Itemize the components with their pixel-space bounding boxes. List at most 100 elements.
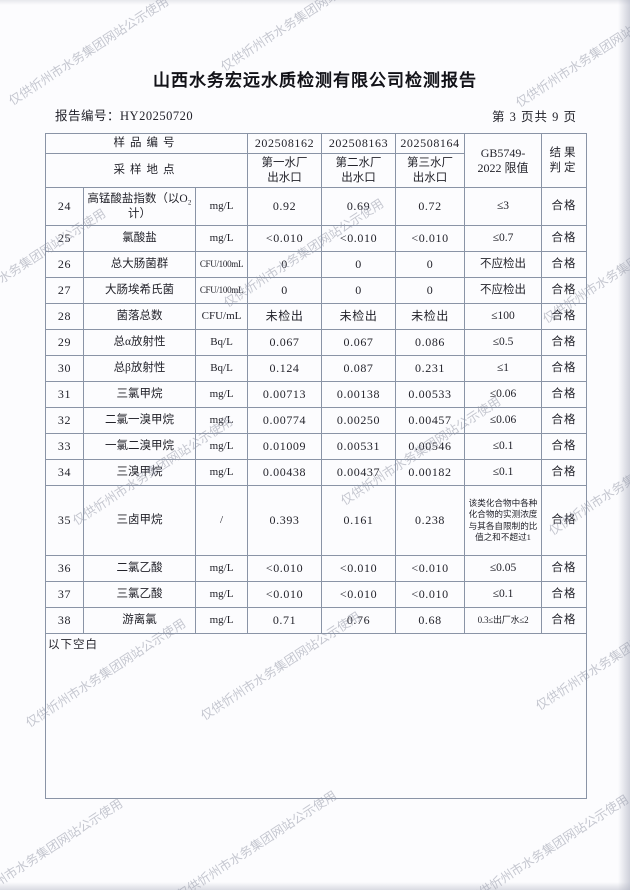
table-row: 34 三溴甲烷 mg/L 0.00438 0.00437 0.00182 ≤0.1 合格 (45, 459, 588, 486)
row-number: 26 (45, 251, 84, 278)
sample-value: 0.71 (247, 607, 323, 634)
sample-value: 0.00713 (247, 381, 323, 408)
row-number: 32 (45, 407, 84, 434)
row-number: 37 (45, 581, 84, 608)
result-value: 合格 (541, 355, 588, 382)
param-name: 氯酸盐 (83, 225, 196, 252)
blank-row: 以下空白 (44, 633, 588, 799)
table-row: 27 大肠埃希氏菌 CFU/100mL 0 0 0 不应检出 合格 (45, 277, 588, 304)
sample-value: 0.92 (247, 187, 323, 226)
param-name: 三氯甲烷 (83, 381, 196, 408)
row-number: 36 (45, 555, 84, 582)
sample-value: 0.086 (395, 329, 466, 356)
sample-value: 0.00533 (395, 381, 466, 408)
result-value: 合格 (541, 459, 588, 486)
sample-value: 0.00438 (247, 459, 323, 486)
param-unit: mg/L (194, 225, 249, 252)
sample-value: <0.010 (247, 555, 323, 582)
sample-value: 未检出 (247, 303, 323, 330)
limit-value: 不应检出 (464, 277, 543, 304)
sample-id: 202508162 (247, 133, 323, 154)
param-unit: CFU/100mL (194, 251, 249, 278)
sampling-location: 第三水厂 出水口 (395, 153, 466, 188)
sample-value: 0.00546 (395, 433, 466, 460)
result-value: 合格 (541, 277, 588, 304)
param-name: 总大肠菌群 (83, 251, 196, 278)
location-line1: 第三水厂 (407, 157, 454, 170)
row-number: 28 (45, 303, 84, 330)
report-number-line: 报告编号：HY20250720 (55, 105, 193, 124)
sample-value: <0.010 (321, 581, 397, 608)
param-unit: mg/L (194, 381, 249, 408)
watermark-text: 仅供忻州市水务集团网站公示使用 (6, 0, 172, 109)
row-number: 25 (45, 225, 84, 252)
sample-number-label: 样品编号 (44, 133, 249, 154)
row-number: 33 (45, 433, 84, 460)
table-row: 31 三氯甲烷 mg/L 0.00713 0.00138 0.00533 ≤0.06 合格 (45, 381, 588, 408)
limit-value: ≤100 (464, 303, 543, 330)
table-row: 37 三氯乙酸 mg/L <0.010 <0.010 <0.010 ≤0.1 合格 (45, 581, 588, 608)
result-value: 合格 (541, 555, 588, 582)
sample-value: 0.124 (247, 355, 323, 382)
limit-value: ≤1 (464, 355, 543, 382)
watermark-text: 仅供忻州市水务集团网站公示使用 (0, 796, 126, 890)
sample-value: 0.00182 (395, 459, 466, 486)
row-number: 34 (45, 459, 84, 486)
limit-value: 该类化合物中各种化合物的实测浓度与其各自限制的比值之和不超过1 (464, 485, 543, 556)
limit-value: 0.3≤出厂水≤2 (464, 607, 543, 634)
result-value: 合格 (541, 607, 588, 634)
sampling-location-label: 采样地点 (44, 153, 249, 188)
watermark-text: 仅供忻州市水务集团网站公示使用 (218, 0, 384, 75)
param-unit: Bq/L (194, 355, 249, 382)
table-row: 33 一氯二溴甲烷 mg/L 0.01009 0.00531 0.00546 ≤0.1 合格 (45, 433, 588, 460)
watermark-text: 仅供忻州市水务集团网站公示使用 (513, 0, 630, 111)
param-name: 大肠埃希氏菌 (83, 277, 196, 304)
results-table: 样品编号 202508162 202508163 202508164 GB574… (44, 133, 588, 799)
row-number: 29 (45, 329, 84, 356)
limit-value: ≤0.05 (464, 555, 543, 582)
table-row: 28 菌落总数 CFU/mL 未检出 未检出 未检出 ≤100 合格 (45, 303, 588, 330)
sample-value: 0.393 (247, 485, 323, 556)
table-row: 24 高锰酸盐指数（以O₂计） mg/L 0.92 0.69 0.72 ≤3 合格 (45, 187, 588, 226)
row-number: 27 (45, 277, 84, 304)
param-unit: / (194, 485, 249, 556)
param-name: 一氯二溴甲烷 (83, 433, 196, 460)
table-row: 29 总α放射性 Bq/L 0.067 0.067 0.086 ≤0.5 合格 (45, 329, 588, 356)
location-line1: 第二水厂 (335, 157, 382, 170)
table-header-row-sample-ids: 样品编号 202508162 202508163 202508164 GB574… (44, 133, 588, 188)
sample-value: <0.010 (247, 225, 323, 252)
param-unit: mg/L (194, 581, 249, 608)
limit-value: ≤0.7 (464, 225, 543, 252)
sample-value: 0.067 (247, 329, 323, 356)
table-row: 26 总大肠菌群 CFU/100mL 0 0 0 不应检出 合格 (45, 251, 588, 278)
sample-value: 0.087 (321, 355, 397, 382)
sample-value: 0 (321, 277, 397, 304)
sampling-location: 第一水厂 出水口 (247, 153, 323, 188)
result-value: 合格 (541, 303, 588, 330)
table-row: 36 二氯乙酸 mg/L <0.010 <0.010 <0.010 ≤0.05 合格 (45, 555, 588, 582)
param-name: 三氯乙酸 (83, 581, 196, 608)
sample-value: 0.00138 (321, 381, 397, 408)
sample-value: 0 (247, 277, 323, 304)
result-value: 合格 (541, 225, 588, 252)
sample-value: 0.161 (321, 485, 397, 556)
sampling-location: 第二水厂 出水口 (321, 153, 397, 188)
result-value: 合格 (541, 187, 588, 226)
report-number-value: HY20250720 (120, 109, 194, 123)
location-line2: 出水口 (412, 171, 448, 184)
scan-edge-bottom (0, 882, 630, 890)
limit-value: ≤0.06 (464, 381, 543, 408)
param-name: 总α放射性 (83, 329, 196, 356)
sample-value: 0 (395, 251, 466, 278)
page-number: 第 3 页共 9 页 (491, 110, 577, 124)
param-unit: Bq/L (194, 329, 249, 356)
limit-value: 不应检出 (464, 251, 543, 278)
table-row: 35 三卤甲烷/0.393 0.161 0.238 该类化合物中各种化合物的实测浓度与其… (45, 485, 588, 556)
location-line2: 出水口 (341, 171, 376, 184)
sample-value: <0.010 (321, 555, 397, 582)
table-header-row-locations: 采样地点 第一水厂 出水口 第二水厂 出水口 第三水厂 出水口 (44, 153, 587, 188)
row-number: 24 (45, 187, 84, 226)
location-line2: 出水口 (267, 171, 302, 184)
sample-value: 0.231 (395, 355, 466, 382)
